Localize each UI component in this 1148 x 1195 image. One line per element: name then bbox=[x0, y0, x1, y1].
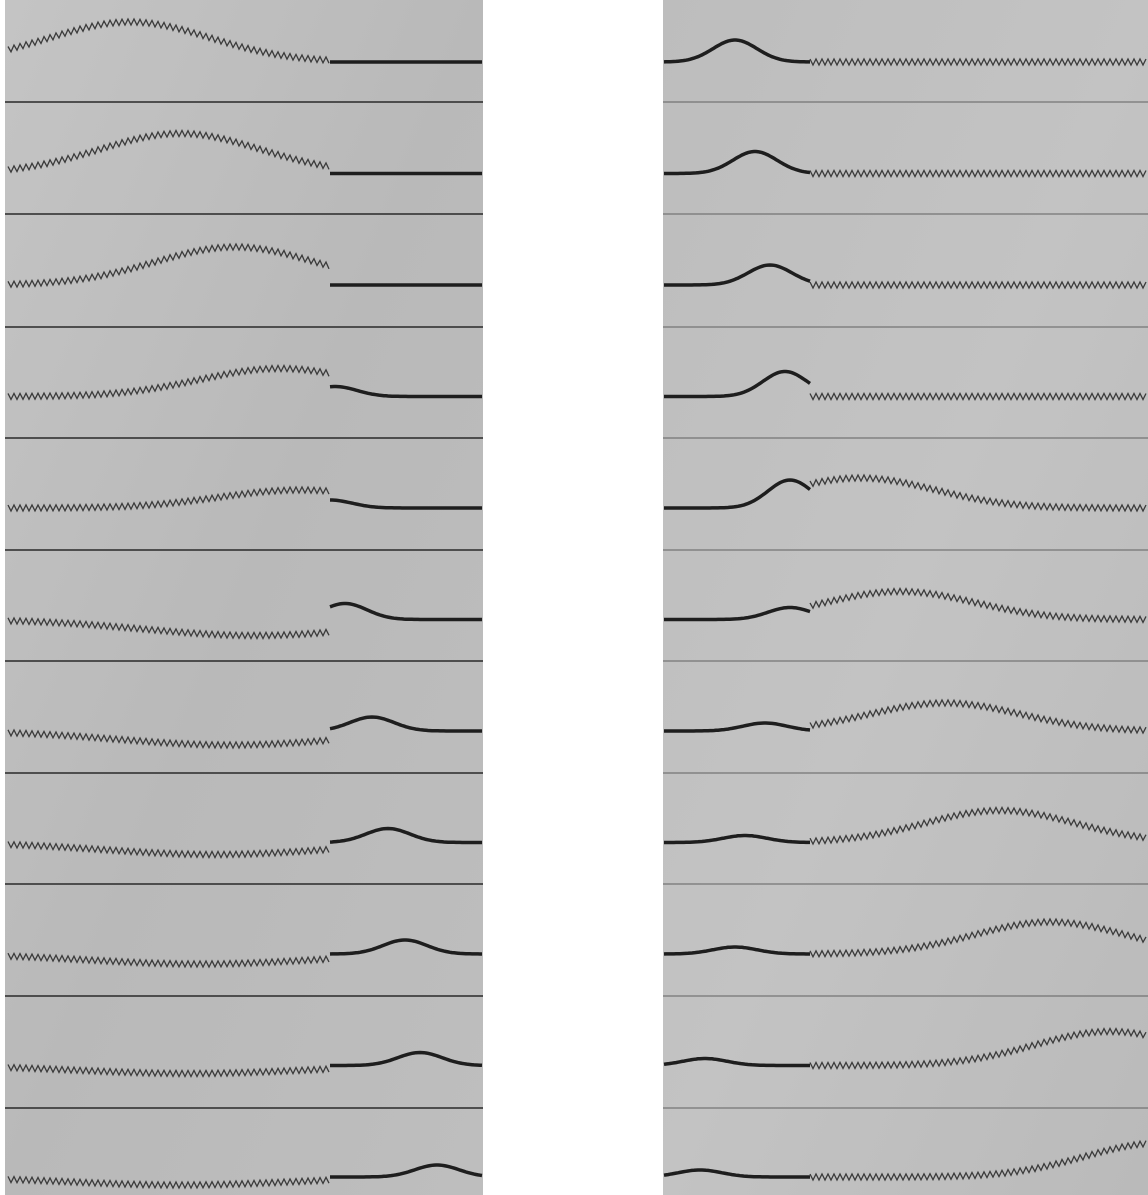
left-panel bbox=[5, 0, 483, 1195]
right-panel bbox=[663, 0, 1148, 1195]
